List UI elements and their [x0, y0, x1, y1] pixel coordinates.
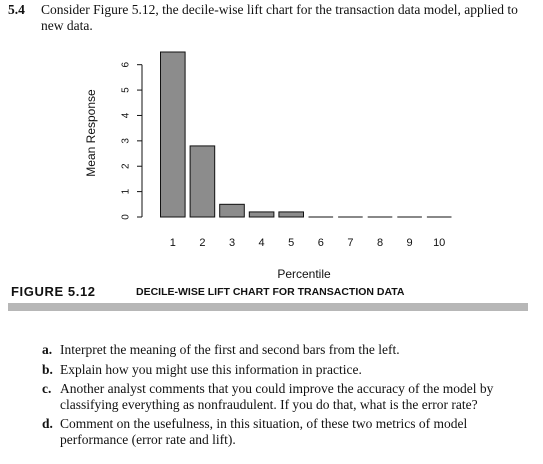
problem-number: 5.4	[8, 2, 25, 17]
bar	[248, 211, 275, 218]
x-tick-label: 2	[199, 237, 205, 249]
y-tick-label: 2	[121, 163, 132, 169]
x-tick-label: 8	[377, 237, 383, 249]
question-d: d. Comment on the usefulness, in this si…	[42, 416, 534, 447]
x-tick-label: 1	[170, 237, 176, 249]
question-c: c. Another analyst comments that you cou…	[42, 381, 534, 412]
y-axis-label: Mean Response	[84, 89, 98, 177]
y-tick-label: 4	[121, 112, 132, 118]
x-tick-label: 10	[433, 237, 445, 249]
x-tick-label: 9	[407, 237, 413, 249]
bar	[189, 145, 216, 218]
x-axis-label: Percentile	[277, 267, 331, 281]
caption-divider	[8, 303, 528, 311]
figure-title: DECILE-WISE LIFT CHART FOR TRANSACTION D…	[136, 286, 405, 298]
x-tick-label: 7	[347, 237, 353, 249]
question-text: Explain how you might use this informati…	[60, 361, 362, 377]
y-tick-label: 6	[121, 61, 132, 67]
y-tick-label: 1	[121, 188, 132, 194]
decile-lift-chart: 1 2 3 4 5 6 7 8 9 10 0 1 2 3 4 5 6 Mean Response Percentil…	[84, 51, 452, 281]
bar	[219, 203, 245, 218]
question-text: Interpret the meaning of the first and s…	[60, 342, 400, 357]
x-tick-label: 4	[259, 237, 265, 249]
problem-text: Consider Figure 5.12, the decile-wise li…	[41, 2, 518, 33]
question-text: Comment on the usefulness, in this situa…	[60, 416, 468, 447]
bar	[278, 211, 304, 218]
question-label: a.	[42, 342, 53, 357]
question-label: d.	[42, 416, 53, 431]
x-tick-label: 5	[288, 237, 294, 249]
question-label: c.	[42, 381, 52, 396]
bar	[160, 51, 186, 218]
question-list: a. Interpret the meaning of the first an…	[42, 342, 534, 451]
y-tick-label: 0	[121, 214, 132, 220]
question-text: Another analyst comments that you could …	[60, 381, 494, 412]
y-tick-label: 3	[121, 138, 132, 144]
x-tick-label: 6	[318, 237, 324, 249]
question-b: b. Explain how you might use this inform…	[42, 362, 534, 378]
question-a: a. Interpret the meaning of the first an…	[42, 342, 534, 358]
question-label: b.	[42, 361, 53, 377]
y-tick-label: 5	[121, 87, 132, 93]
figure-label: FIGURE 5.12	[11, 284, 96, 299]
x-tick-label: 3	[229, 237, 235, 249]
